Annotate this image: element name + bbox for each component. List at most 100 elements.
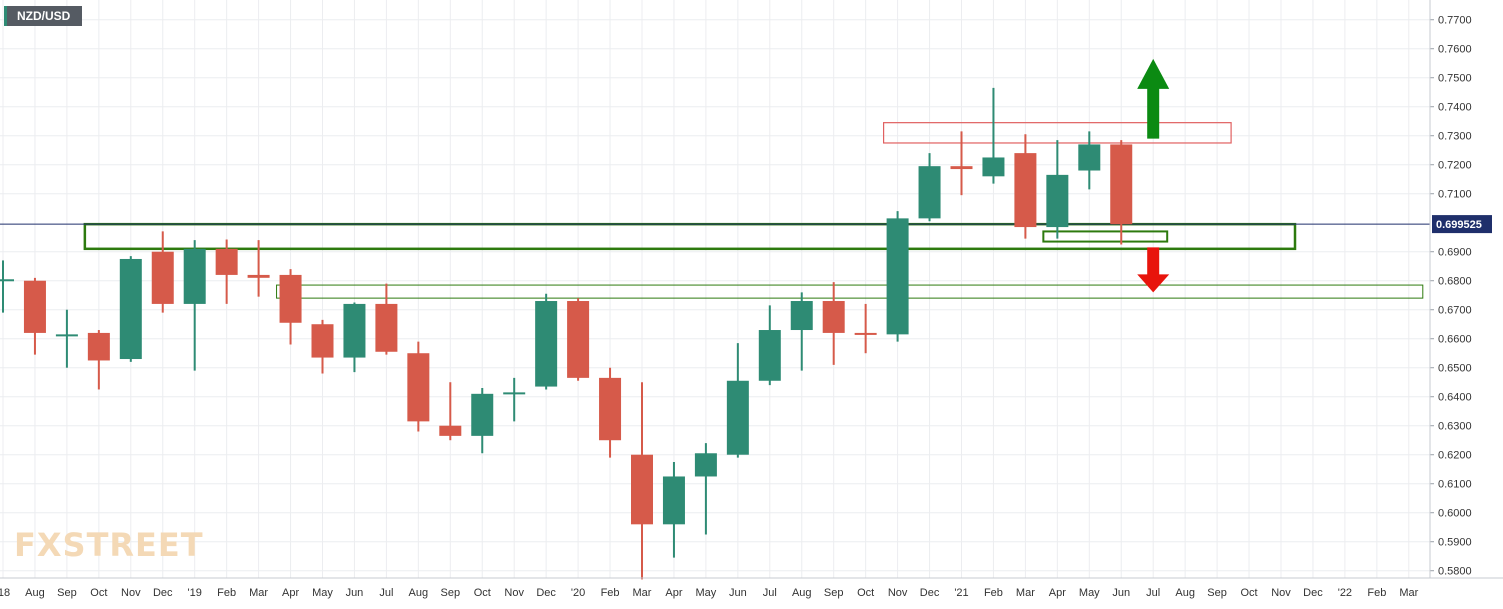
candle-body-up	[343, 303, 366, 358]
candle-body-down	[1110, 144, 1133, 225]
x-tick-label: Feb	[1367, 587, 1386, 599]
candle-body-down	[950, 166, 973, 170]
x-tick-label: '21	[954, 587, 968, 599]
current-price-label: 0.699525	[1436, 219, 1482, 231]
y-tick-label: 0.6500	[1438, 363, 1472, 375]
y-tick-label: 0.6100	[1438, 479, 1472, 491]
x-tick-label: Dec	[1303, 587, 1323, 599]
y-tick-label: 0.7400	[1438, 102, 1472, 114]
x-tick-label: Mar	[1399, 587, 1418, 599]
annotation-arrows	[1137, 58, 1170, 293]
x-tick-label: Sep	[441, 587, 461, 599]
x-tick-label: May	[1079, 587, 1100, 599]
candle-body-up	[503, 392, 526, 395]
candle-body-down	[631, 454, 653, 525]
x-tick-label: Apr	[1049, 587, 1066, 599]
x-tick-label: Sep	[1207, 587, 1227, 599]
y-tick-label: 0.6800	[1438, 276, 1472, 288]
y-tick-label: 0.6700	[1438, 305, 1472, 317]
candle-body-down	[215, 248, 238, 275]
candle-body-down	[599, 377, 622, 441]
x-tick-label: '20	[571, 587, 585, 599]
y-tick-label: 0.6000	[1438, 508, 1472, 520]
arrow-down-icon	[1137, 247, 1170, 293]
candle-body-up	[535, 301, 558, 387]
x-tick-label: '19	[188, 587, 202, 599]
y-tick-label: 0.6400	[1438, 392, 1472, 404]
fxstreet-logo: FXSTREET	[14, 526, 204, 564]
y-tick-label: 0.6900	[1438, 247, 1472, 259]
x-tick-label: Apr	[282, 587, 299, 599]
x-tick-label: Aug	[1175, 587, 1195, 599]
candle-body-down	[567, 301, 590, 378]
support-zone-thin	[276, 284, 1424, 299]
candle-body-up	[726, 380, 749, 455]
candle-body-up	[1078, 144, 1101, 171]
x-tick-label: Feb	[984, 587, 1003, 599]
candles	[0, 87, 1133, 580]
x-tick-label: Jun	[1112, 587, 1130, 599]
current-price-tag	[1432, 215, 1492, 234]
candle-body-up	[0, 279, 14, 282]
x-tick-label: Feb	[601, 587, 620, 599]
y-tick-label: 0.7600	[1438, 44, 1472, 56]
x-tick-label: Dec	[536, 587, 556, 599]
x-tick-label: Apr	[665, 587, 682, 599]
x-tick-label: Oct	[90, 587, 107, 599]
x-tick-label: Aug	[25, 587, 45, 599]
x-tick-label: '22	[1338, 587, 1352, 599]
y-tick-label: 0.7700	[1438, 15, 1472, 27]
symbol-badge[interactable]: NZD/USD	[4, 6, 83, 26]
candle-body-up	[886, 218, 909, 335]
y-tick-label: 0.5800	[1438, 566, 1472, 578]
arrow-up-icon	[1137, 58, 1170, 139]
x-tick-label: '18	[0, 587, 10, 599]
x-tick-label: Dec	[153, 587, 173, 599]
annotation-zones	[0, 122, 1430, 299]
x-tick-label: Aug	[409, 587, 429, 599]
candle-body-up	[1046, 174, 1069, 228]
y-tick-label: 0.7200	[1438, 160, 1472, 172]
candle-body-up	[918, 166, 941, 219]
candle-body-down	[87, 332, 110, 361]
x-tick-label: Oct	[857, 587, 874, 599]
x-tick-label: Jul	[763, 587, 777, 599]
candle-body-down	[311, 324, 334, 358]
candle-body-down	[854, 332, 877, 335]
y-tick-label: 0.5900	[1438, 537, 1472, 549]
candle-body-up	[55, 334, 78, 337]
candle-body-up	[183, 248, 206, 304]
y-tick-label: 0.6200	[1438, 450, 1472, 462]
x-tick-label: Jun	[729, 587, 747, 599]
x-tick-label: Mar	[1016, 587, 1035, 599]
candle-body-down	[23, 280, 46, 333]
x-tick-label: Jun	[346, 587, 364, 599]
x-tick-label: Aug	[792, 587, 812, 599]
candle-body-up	[694, 453, 717, 477]
x-tick-label: Sep	[57, 587, 77, 599]
candle-body-up	[119, 258, 142, 360]
y-tick-label: 0.7500	[1438, 73, 1472, 85]
x-tick-label: Oct	[474, 587, 491, 599]
x-tick-label: Nov	[504, 587, 524, 599]
x-tick-label: May	[312, 587, 333, 599]
x-tick-label: Nov	[1271, 587, 1291, 599]
y-tick-label: 0.7100	[1438, 189, 1472, 201]
x-tick-label: Oct	[1240, 587, 1257, 599]
candle-body-down	[375, 303, 398, 352]
support-box	[1042, 230, 1169, 243]
x-tick-label: Nov	[888, 587, 908, 599]
candle-body-down	[279, 274, 302, 323]
candle-body-down	[822, 301, 845, 333]
y-tick-label: 0.6300	[1438, 421, 1472, 433]
candle-body-down	[151, 251, 174, 304]
candle-body-up	[790, 301, 813, 331]
x-tick-label: Mar	[633, 587, 652, 599]
x-tick-label: Nov	[121, 587, 141, 599]
y-tick-label: 0.7300	[1438, 131, 1472, 143]
candle-body-down	[439, 425, 462, 436]
x-tick-label: Sep	[824, 587, 844, 599]
candle-body-up	[758, 330, 781, 381]
